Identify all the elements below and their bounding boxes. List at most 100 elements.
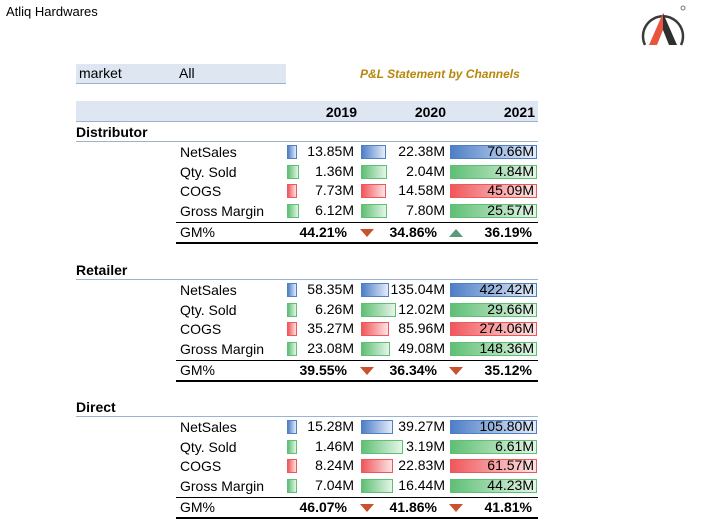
metric-value: 45.09M	[487, 182, 534, 198]
data-bar	[361, 164, 387, 179]
triangle-down-icon	[449, 504, 463, 512]
company-name: Atliq Hardwares	[6, 4, 98, 19]
metric-row: COGS 35.27M 85.96M 274.06M	[0, 320, 707, 340]
data-bar	[287, 322, 297, 336]
data-bar	[361, 439, 403, 454]
metric-label: NetSales	[180, 144, 237, 160]
data-bar	[361, 145, 386, 159]
data-bar	[361, 420, 393, 434]
metric-label: COGS	[180, 183, 222, 199]
metric-cell: 3.19M	[361, 437, 448, 455]
filter-label: market	[79, 65, 122, 81]
metric-cell: 135.04M	[361, 281, 448, 298]
metric-cell: 29.66M	[450, 300, 537, 318]
gm-percent-row: GM% 39.55% 36.34% 35.12%	[176, 360, 538, 382]
report-title: P&L Statement by Channels	[360, 67, 520, 81]
metric-value: 1.46M	[315, 437, 354, 454]
metric-value: 16.44M	[398, 476, 445, 493]
metric-row: NetSales 58.35M 135.04M 422.42M	[0, 281, 707, 301]
metric-value: 35.27M	[307, 320, 354, 336]
data-bar	[450, 302, 537, 317]
data-bar	[450, 439, 537, 454]
gm-percent-row: GM% 44.21% 34.86% 36.19%	[176, 222, 538, 244]
metric-value: 135.04M	[390, 281, 445, 297]
metric-value: 6.61M	[495, 437, 534, 454]
metric-cell: 274.06M	[450, 320, 537, 337]
metric-label: COGS	[180, 321, 222, 337]
metric-cell: 1.36M	[287, 162, 357, 180]
metric-value: 7.73M	[315, 182, 354, 198]
metric-row: NetSales 15.28M 39.27M 105.80M	[0, 418, 707, 438]
triangle-up-icon	[449, 229, 463, 237]
gm-value: 34.86%	[389, 224, 437, 240]
data-bar	[450, 184, 537, 198]
data-bar	[450, 459, 537, 473]
atliq-logo-icon	[641, 5, 686, 46]
data-bar	[361, 283, 389, 297]
metric-cell: 22.38M	[361, 143, 448, 160]
metric-value: 1.36M	[315, 162, 354, 179]
metric-cell: 15.28M	[287, 418, 357, 435]
triangle-down-icon	[360, 229, 374, 237]
metric-value: 3.19M	[406, 437, 445, 454]
metric-cell: 44.23M	[450, 476, 537, 494]
year-header: 2020	[414, 104, 446, 120]
metric-label: Gross Margin	[180, 477, 265, 494]
metric-row: Gross Margin 6.12M 7.80M 25.57M	[0, 202, 707, 222]
metric-label: NetSales	[180, 419, 237, 435]
triangle-down-icon	[360, 367, 374, 375]
data-bar	[361, 203, 387, 218]
data-bar	[287, 283, 297, 297]
metric-cell: 58.35M	[287, 281, 357, 298]
data-bar	[287, 302, 297, 317]
metric-row: Gross Margin 23.08M 49.08M 148.36M	[0, 340, 707, 360]
metric-cell: 7.73M	[287, 182, 357, 199]
metric-value: 44.23M	[487, 476, 534, 493]
section-title: Distributor	[76, 123, 538, 142]
metric-cell: 49.08M	[361, 340, 448, 357]
gm-value: 39.55%	[299, 362, 347, 378]
metric-value: 29.66M	[487, 300, 534, 317]
metric-value: 25.57M	[487, 201, 534, 218]
metric-row: NetSales 13.85M 22.38M 70.66M	[0, 143, 707, 163]
data-bar	[450, 322, 537, 336]
metric-value: 70.66M	[487, 143, 534, 159]
metric-cell: 422.42M	[450, 281, 537, 298]
metric-label: Qty. Sold	[180, 163, 237, 180]
metric-cell: 6.12M	[287, 202, 357, 219]
metric-value: 4.84M	[495, 162, 534, 179]
filter-value[interactable]: All	[179, 65, 195, 81]
metric-label: Qty. Sold	[180, 438, 237, 455]
metric-value: 13.85M	[307, 143, 354, 159]
market-filter[interactable]: market All	[76, 64, 286, 84]
metric-value: 85.96M	[398, 320, 445, 336]
metric-row: Qty. Sold 1.46M 3.19M 6.61M	[0, 438, 707, 458]
data-bar	[450, 145, 537, 159]
metric-cell: 7.80M	[361, 202, 448, 219]
triangle-down-icon	[360, 504, 374, 512]
metric-value: 274.06M	[479, 320, 534, 336]
triangle-down-icon	[449, 367, 463, 375]
metric-value: 8.24M	[315, 457, 354, 473]
section-title: Direct	[76, 398, 538, 417]
metric-label: COGS	[180, 458, 222, 474]
metric-label: Gross Margin	[180, 202, 265, 219]
metric-cell: 16.44M	[361, 476, 448, 494]
data-bar	[287, 184, 297, 198]
metric-value: 23.08M	[307, 339, 354, 356]
gm-value: 36.19%	[484, 224, 532, 240]
data-bar	[287, 459, 297, 473]
metric-cell: 22.83M	[361, 457, 448, 474]
metric-cell: 35.27M	[287, 320, 357, 337]
metric-row: Qty. Sold 1.36M 2.04M 4.84M	[0, 163, 707, 183]
data-bar	[287, 203, 299, 218]
metric-label: Qty. Sold	[180, 301, 237, 318]
metric-row: COGS 8.24M 22.83M 61.57M	[0, 457, 707, 477]
data-bar	[361, 478, 393, 493]
metric-value: 12.02M	[398, 300, 445, 317]
metric-cell: 4.84M	[450, 162, 537, 180]
data-bar	[361, 302, 396, 317]
metric-value: 58.35M	[307, 281, 354, 297]
data-bar	[287, 439, 297, 454]
year-header: 2019	[325, 104, 357, 120]
